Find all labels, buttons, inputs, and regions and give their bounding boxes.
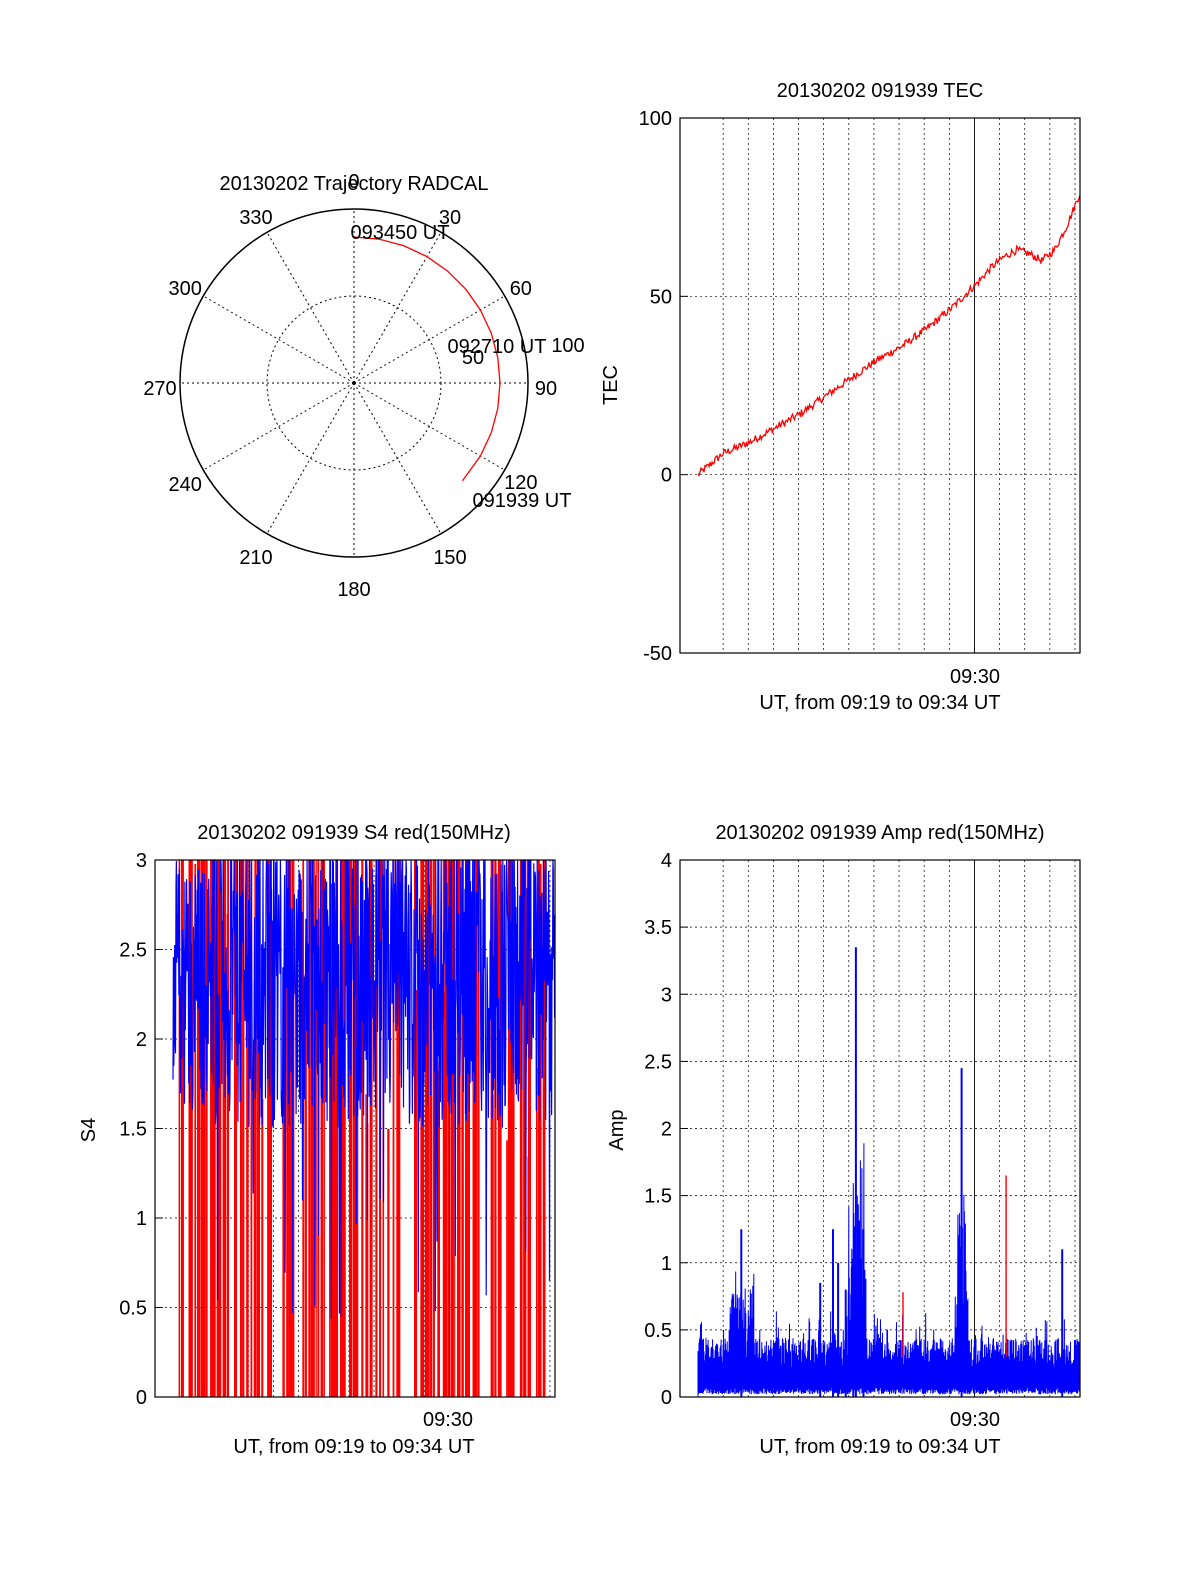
s4-chart: 20130202 091939 S4 red(150MHz) S4 UT, fr… <box>78 822 556 1458</box>
polar-spoke <box>353 295 505 384</box>
x-axis-label: UT, from 09:19 to 09:34 UT <box>233 1436 474 1458</box>
x-tick-label: 09:30 <box>950 1409 1000 1431</box>
amp-blue-trace <box>697 947 1081 1397</box>
s4-blue-line <box>172 859 556 1319</box>
y-axis-label: TEC <box>600 365 622 405</box>
tec-chart: 20130202 091939 TEC TEC UT, from 09:19 t… <box>600 80 1081 714</box>
polar-angle-label: 90 <box>535 378 557 400</box>
polar-spoke <box>353 382 442 534</box>
amp-chart: 20130202 091939 Amp red(150MHz) Amp UT, … <box>606 822 1081 1458</box>
radial-tick-label-50: 50 <box>462 347 484 369</box>
y-tick-label: 4 <box>661 850 672 872</box>
polar-angle-label: 0 <box>348 171 359 193</box>
polar-angle-label: 60 <box>510 278 532 300</box>
track-annotations: 093450 UT 092710 UT 091939 UT <box>351 222 572 512</box>
y-tick-label: 2 <box>661 1119 672 1141</box>
y-tick-label: 3 <box>136 850 147 872</box>
polar-spoke <box>203 295 355 384</box>
chart-title: 20130202 091939 Amp red(150MHz) <box>715 822 1044 844</box>
polar-angle-label: 30 <box>439 207 461 229</box>
polar-spoke <box>266 232 355 384</box>
y-tick-label: 100 <box>639 108 672 130</box>
polar-angle-label: 120 <box>504 472 537 494</box>
x-tick-label: 09:30 <box>423 1409 473 1431</box>
polar-angle-label: 180 <box>337 579 370 601</box>
polar-angle-label: 240 <box>168 474 201 496</box>
plot-frame <box>679 859 1081 1398</box>
track-time-annotation: 091939 UT <box>473 490 572 512</box>
satellite-track <box>353 236 501 482</box>
polar-spokes <box>180 209 528 557</box>
plot-frame <box>154 859 556 1398</box>
track-time-annotation: 092710 UT <box>448 336 547 358</box>
polar-angle-label: 270 <box>143 378 176 400</box>
polar-angle-labels: 0 30 60 90 120 150 180 210 240 270 300 330 <box>143 171 557 601</box>
y-tick-label: 1 <box>136 1208 147 1230</box>
polar-angle-label: 150 <box>433 547 466 569</box>
x-axis-label: UT, from 09:19 to 09:34 UT <box>759 1436 1000 1458</box>
polar-spoke <box>266 382 355 534</box>
s4-blue-trace <box>172 859 556 1319</box>
chart-title: 20130202 091939 S4 red(150MHz) <box>197 822 511 844</box>
y-tick-label: 0.5 <box>644 1320 672 1342</box>
x-axis-label: UT, from 09:19 to 09:34 UT <box>759 692 1000 714</box>
y-tick-label: 0 <box>661 465 672 487</box>
plot-frame <box>679 117 1081 654</box>
grid-lines <box>680 859 1080 1398</box>
y-tick-labels: 100 50 0 -50 <box>639 108 672 665</box>
polar-spoke <box>203 382 355 471</box>
y-tick-label: 50 <box>650 286 672 308</box>
y-axis-label: Amp <box>606 1109 628 1150</box>
trajectory-polar-plot: 20130202 Trajectory RADCAL 0 30 60 90 120 150… <box>143 171 584 601</box>
y-tick-labels: 4 3.5 3 2.5 2 1.5 1 0.5 0 <box>644 850 672 1409</box>
track-time-annotation: 093450 UT <box>351 222 450 244</box>
chart-title: 20130202 091939 TEC <box>777 80 983 102</box>
polar-angle-label: 330 <box>239 207 272 229</box>
y-tick-label: 1.5 <box>644 1186 672 1208</box>
polar-outer-ring <box>179 208 529 558</box>
y-tick-label: 3 <box>661 984 672 1006</box>
y-tick-label: 0.5 <box>119 1298 147 1320</box>
y-tick-label: 1.5 <box>119 1119 147 1141</box>
polar-spoke <box>353 232 442 384</box>
y-tick-label: 3.5 <box>644 917 672 939</box>
y-tick-labels: 3 2.5 2 1.5 1 0.5 0 <box>119 850 147 1409</box>
polar-spoke <box>353 382 505 471</box>
y-tick-label: 2.5 <box>644 1051 672 1073</box>
amp-blue-noise <box>697 1143 1081 1397</box>
y-tick-label: 2.5 <box>119 940 147 962</box>
y-tick-label: 2 <box>136 1029 147 1051</box>
y-tick-label: 0 <box>136 1387 147 1409</box>
chart-title: 20130202 Trajectory RADCAL <box>219 173 488 195</box>
y-tick-label: 1 <box>661 1253 672 1275</box>
x-tick-label: 09:30 <box>950 666 1000 688</box>
amp-red-trace <box>902 1175 1007 1357</box>
grid-lines <box>680 117 1080 654</box>
y-tick-label: -50 <box>643 643 672 665</box>
polar-angle-label: 300 <box>168 278 201 300</box>
polar-angle-label: 210 <box>239 547 272 569</box>
y-axis-label: S4 <box>78 1118 100 1142</box>
y-tick-label: 0 <box>661 1387 672 1409</box>
tec-series-line <box>697 195 1081 478</box>
radial-tick-label-100: 100 <box>551 335 584 357</box>
